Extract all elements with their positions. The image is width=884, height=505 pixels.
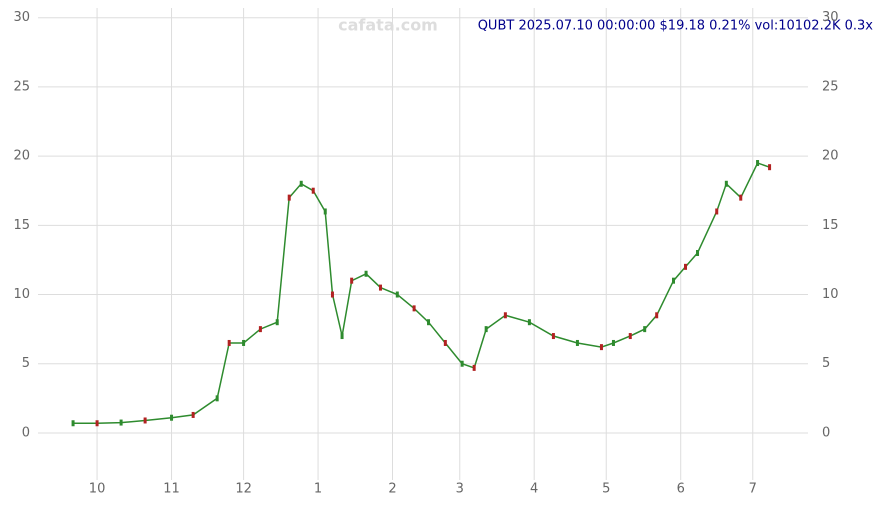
price-point [443,339,447,346]
x-tick-label: 7 [749,482,757,497]
y-tick-label-right: 10 [822,287,839,302]
price-point [299,180,303,187]
price-point [672,277,676,284]
x-tick-label: 12 [235,482,252,497]
price-point [575,339,579,346]
y-tick-label-right: 30 [822,10,839,25]
x-tick-label: 4 [530,482,538,497]
price-point [191,411,195,418]
price-point [696,249,700,256]
price-point [427,319,431,326]
price-point [323,208,327,215]
price-point [378,284,382,291]
price-point [227,339,231,346]
price-point [527,319,531,326]
watermark: cafata.com [338,16,438,35]
price-point [715,208,719,215]
price-point [350,277,354,284]
y-tick-label: 10 [13,287,30,302]
y-tick-label-right: 5 [822,356,830,371]
price-point [611,339,615,346]
x-tick-label: 6 [677,482,685,497]
price-point [551,333,555,340]
price-point [599,344,603,351]
price-point [460,360,464,367]
y-tick-label-right: 0 [822,425,830,440]
y-tick-label: 5 [22,356,30,371]
price-point [95,420,99,427]
price-point [311,187,315,194]
price-point [258,326,262,333]
x-tick-label: 11 [163,482,180,497]
price-point [472,364,476,371]
price-point [655,312,659,319]
price-point [364,270,368,277]
price-point [275,319,279,326]
price-point [119,419,123,426]
y-tick-label-right: 20 [822,149,839,164]
price-point [340,333,344,340]
y-tick-label: 30 [13,10,30,25]
price-point [395,291,399,298]
price-point [170,414,174,421]
y-tick-label: 20 [13,149,30,164]
price-point [484,326,488,333]
price-point [724,180,728,187]
price-point [768,164,772,171]
price-point [287,194,291,201]
price-point [215,395,219,402]
price-point [684,263,688,270]
price-point [739,194,743,201]
y-tick-label-right: 15 [822,218,839,233]
x-tick-label: 2 [388,482,396,497]
x-tick-label: 10 [89,482,106,497]
chart-title: QUBT 2025.07.10 00:00:00 $19.18 0.21% vo… [478,19,874,34]
x-tick-label: 3 [456,482,464,497]
price-point [330,291,334,298]
plot-area [38,8,808,480]
price-point [643,326,647,333]
price-point [756,160,760,167]
price-point [143,417,147,424]
price-point [242,339,246,346]
x-tick-label: 5 [602,482,610,497]
y-tick-label: 15 [13,218,30,233]
price-point [412,305,416,312]
price-point [71,420,75,427]
price-point [628,333,632,340]
y-tick-label-right: 25 [822,79,839,94]
y-tick-label: 25 [13,79,30,94]
x-tick-label: 1 [314,482,322,497]
price-line [73,162,770,424]
y-tick-label: 0 [22,425,30,440]
price-point [503,312,507,319]
